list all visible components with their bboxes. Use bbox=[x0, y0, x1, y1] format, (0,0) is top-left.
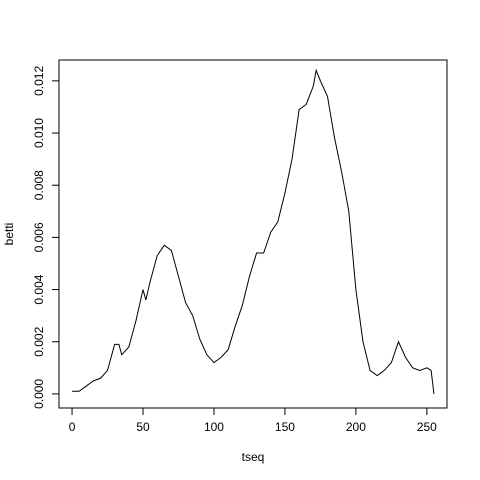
y-tick-label: 0.008 bbox=[32, 170, 46, 200]
y-tick-label: 0.006 bbox=[32, 222, 46, 252]
x-tick-label: 250 bbox=[417, 420, 437, 434]
x-tick-label: 200 bbox=[346, 420, 366, 434]
y-tick-label: 0.004 bbox=[32, 274, 46, 304]
y-tick-label: 0.002 bbox=[32, 326, 46, 356]
x-tick-label: 150 bbox=[275, 420, 295, 434]
y-axis-label: betti bbox=[2, 223, 16, 246]
y-tick-label: 0.000 bbox=[32, 379, 46, 409]
data-line bbox=[72, 68, 435, 394]
x-tick-label: 100 bbox=[204, 420, 224, 434]
y-tick-label: 0.012 bbox=[32, 66, 46, 96]
x-tick-label: 50 bbox=[136, 420, 150, 434]
y-tick-label: 0.010 bbox=[32, 118, 46, 148]
plot-box bbox=[58, 59, 448, 409]
x-tick-label: 0 bbox=[69, 420, 76, 434]
x-axis-label: tseq bbox=[242, 450, 265, 464]
